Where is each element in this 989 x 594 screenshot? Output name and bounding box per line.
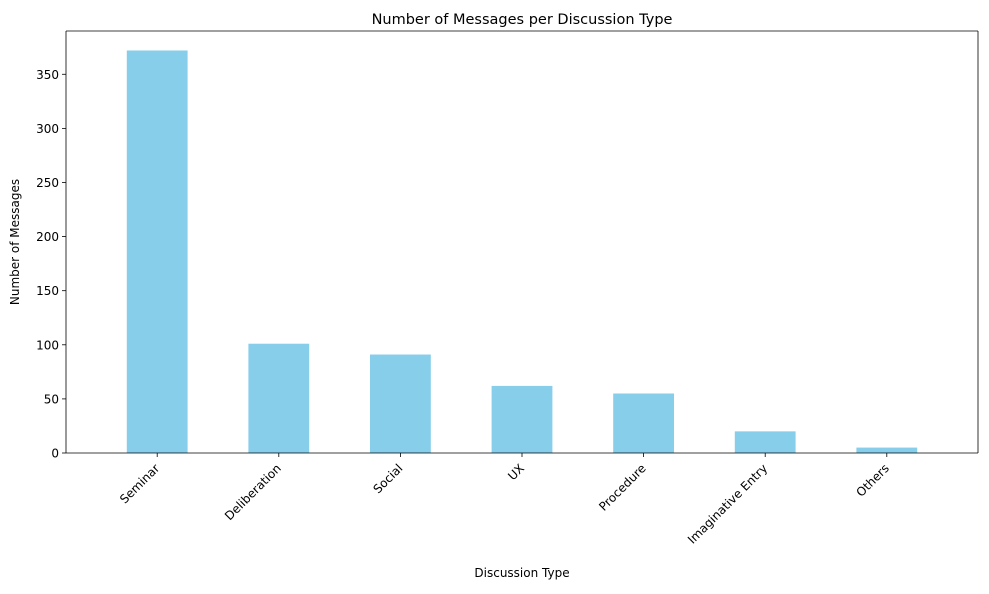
bar-social <box>370 354 431 453</box>
y-ticks: 0 50 100 150 200 250 300 350 <box>36 68 66 461</box>
x-tick-label: Deliberation <box>222 461 284 523</box>
y-tick-label: 50 <box>44 392 59 406</box>
x-tick-label: UX <box>505 461 527 483</box>
y-tick-label: 100 <box>36 338 59 352</box>
y-tick-label: 350 <box>36 68 59 82</box>
x-tick-label: Procedure <box>596 461 649 514</box>
bar-seminar <box>126 50 188 453</box>
bar-others <box>856 447 918 453</box>
chart-title: Number of Messages per Discussion Type <box>372 12 673 28</box>
x-ticks: Seminar Deliberation Social UX Procedure Imag… <box>117 453 892 547</box>
bars-layer <box>126 50 918 453</box>
x-tick-label: Seminar <box>117 461 162 506</box>
bar-ux <box>491 385 553 453</box>
x-tick-label: Imaginative Entry <box>685 461 770 546</box>
x-tick-label: Others <box>854 461 892 499</box>
bar-deliberation <box>248 343 310 453</box>
y-tick-label: 250 <box>36 176 59 190</box>
y-tick-label: 300 <box>36 122 59 136</box>
bar-imaginative-entry <box>734 431 796 453</box>
y-axis-label: Number of Messages <box>8 179 22 305</box>
x-tick-label: Social <box>370 461 405 496</box>
x-axis-label: Discussion Type <box>474 566 569 580</box>
y-tick-label: 0 <box>51 447 59 461</box>
y-tick-label: 200 <box>36 230 59 244</box>
bar-procedure <box>613 393 674 453</box>
y-tick-label: 150 <box>36 284 59 298</box>
